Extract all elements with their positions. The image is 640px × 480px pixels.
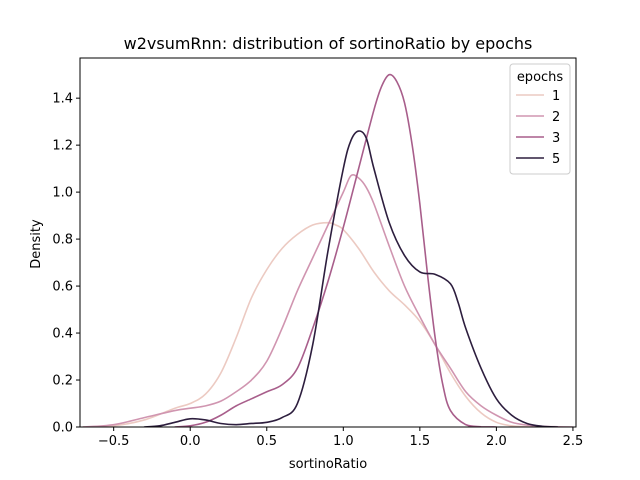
x-axis: −0.5 0.0 0.5 1.0 1.5 2.0 2.5 <box>98 427 583 449</box>
legend-box <box>509 63 571 175</box>
y-tick-label: 0.4 <box>52 327 73 342</box>
y-tick-label: 0.0 <box>52 421 73 436</box>
series-line-3 <box>174 73 498 427</box>
x-tick-label: 2.5 <box>563 434 584 449</box>
series-line-2 <box>82 173 574 427</box>
x-tick-label: 1.5 <box>410 434 431 449</box>
y-tick-label: 0.2 <box>52 374 73 389</box>
legend-label: 2 <box>552 110 560 125</box>
series-line-1 <box>82 221 544 427</box>
y-axis: 0.0 0.2 0.4 0.6 0.8 1.0 1.2 1.4 <box>52 92 80 436</box>
x-tick-label: 1.0 <box>333 434 354 449</box>
y-axis-label: Density <box>29 219 44 269</box>
y-tick-label: 1.4 <box>52 92 73 107</box>
legend-title: epochs <box>517 70 564 85</box>
x-tick-label: 0.5 <box>256 434 277 449</box>
y-tick-label: 1.0 <box>52 186 73 201</box>
series-line-5 <box>143 130 559 427</box>
y-tick-label: 0.6 <box>52 280 73 295</box>
legend-label: 5 <box>552 152 560 167</box>
y-tick-label: 0.8 <box>52 233 73 248</box>
chart-title: w2vsumRnn: distribution of sortinoRatio … <box>124 34 533 53</box>
x-axis-label: sortinoRatio <box>289 457 367 472</box>
plot-frame <box>79 57 577 428</box>
x-tick-label: −0.5 <box>98 434 130 449</box>
plot-area <box>82 73 574 427</box>
y-tick-label: 1.2 <box>52 139 73 154</box>
x-tick-label: 0.0 <box>180 434 201 449</box>
x-tick-label: 2.0 <box>486 434 507 449</box>
legend-label: 3 <box>552 131 560 146</box>
legend: epochs 1 2 3 5 <box>509 63 571 175</box>
legend-label: 1 <box>552 89 560 104</box>
